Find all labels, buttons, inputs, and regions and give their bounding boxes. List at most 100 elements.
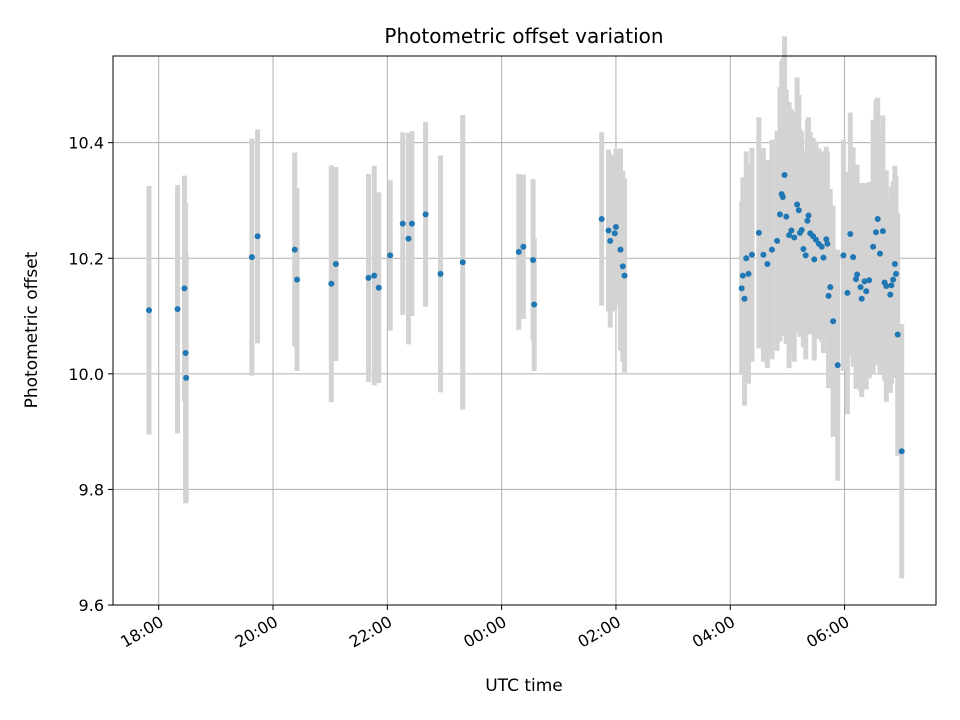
- data-point: [820, 254, 827, 261]
- data-point: [332, 261, 339, 268]
- data-point: [738, 285, 745, 292]
- data-point: [515, 248, 522, 255]
- data-point: [800, 246, 807, 253]
- data-point: [531, 301, 538, 308]
- data-point: [254, 233, 261, 240]
- data-point: [745, 270, 752, 277]
- data-point: [612, 224, 619, 231]
- data-point: [891, 261, 898, 268]
- data-point: [866, 277, 873, 284]
- data-point: [437, 270, 444, 277]
- data-point: [879, 228, 886, 235]
- data-point: [764, 261, 771, 268]
- data-point: [181, 285, 188, 292]
- data-point: [824, 240, 831, 247]
- data-point: [605, 227, 612, 234]
- data-point: [182, 350, 189, 357]
- data-point: [894, 331, 901, 338]
- data-point: [760, 251, 767, 258]
- data-point: [795, 207, 802, 214]
- data-point: [783, 213, 790, 220]
- data-point: [844, 289, 851, 296]
- data-point: [328, 280, 335, 287]
- data-point: [898, 448, 905, 455]
- data-point: [291, 246, 298, 253]
- data-point: [248, 254, 255, 261]
- data-point: [850, 254, 857, 261]
- data-point: [805, 212, 812, 219]
- data-point: [888, 282, 895, 289]
- y-axis-title: Photometric offset: [22, 251, 42, 408]
- data-point: [852, 276, 859, 283]
- y-tick-label: 10.2: [68, 249, 104, 268]
- point-layer: [146, 172, 905, 455]
- data-point: [779, 194, 786, 201]
- data-point: [621, 272, 628, 279]
- data-point: [834, 362, 841, 369]
- data-point: [743, 255, 750, 262]
- data-point: [827, 284, 834, 291]
- data-point: [776, 211, 783, 218]
- data-point: [768, 246, 775, 253]
- data-point: [791, 234, 798, 241]
- data-point: [857, 284, 864, 291]
- data-point: [365, 274, 372, 281]
- data-point: [399, 220, 406, 227]
- data-point: [872, 229, 879, 236]
- data-point: [854, 271, 861, 278]
- data-point: [611, 230, 618, 237]
- data-point: [371, 272, 378, 279]
- data-point: [459, 259, 466, 266]
- data-point: [741, 295, 748, 302]
- data-point: [174, 306, 181, 313]
- data-point: [887, 291, 894, 298]
- y-tick-label: 9.6: [79, 596, 104, 615]
- data-point: [794, 201, 801, 208]
- data-point: [598, 215, 605, 222]
- data-point: [405, 235, 412, 242]
- data-point: [847, 230, 854, 237]
- data-point: [520, 243, 527, 250]
- data-point: [408, 220, 415, 227]
- data-point: [818, 243, 825, 250]
- data-point: [890, 276, 897, 283]
- data-point: [804, 217, 811, 224]
- data-point: [530, 256, 537, 263]
- data-point: [802, 252, 809, 259]
- data-point: [617, 246, 624, 253]
- chart-title: Photometric offset variation: [384, 24, 663, 48]
- data-point: [861, 278, 868, 285]
- data-point: [883, 283, 890, 290]
- data-point: [748, 251, 755, 258]
- data-point: [781, 172, 788, 179]
- data-point: [874, 215, 881, 222]
- data-point: [840, 252, 847, 259]
- data-point: [798, 226, 805, 233]
- data-point: [788, 227, 795, 234]
- data-point: [786, 232, 793, 239]
- plot-frame: [112, 55, 937, 606]
- y-tick-label: 9.8: [79, 480, 104, 499]
- data-point: [375, 284, 382, 291]
- data-point: [774, 237, 781, 244]
- data-point: [876, 250, 883, 257]
- y-tick-label: 10.0: [68, 365, 104, 384]
- data-point: [823, 236, 830, 243]
- data-point: [830, 318, 837, 325]
- data-point: [825, 292, 832, 299]
- data-point: [755, 229, 762, 236]
- data-point: [863, 288, 870, 295]
- data-point: [183, 374, 190, 381]
- data-point: [146, 307, 153, 314]
- data-point: [294, 276, 301, 283]
- data-point: [858, 295, 865, 302]
- data-point: [870, 243, 877, 250]
- data-point: [387, 252, 394, 259]
- data-point: [811, 256, 818, 263]
- data-point: [422, 211, 429, 218]
- data-point: [892, 270, 899, 277]
- x-axis-title: UTC time: [485, 676, 563, 696]
- y-tick-label: 10.4: [68, 134, 104, 153]
- data-point: [619, 263, 626, 270]
